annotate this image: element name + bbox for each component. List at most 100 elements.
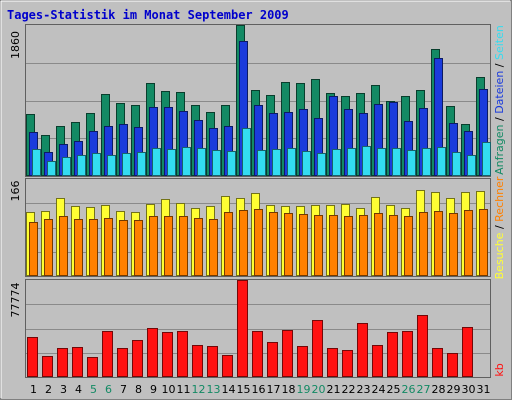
top-panel-ymax-label: 1860 [9, 31, 22, 59]
legend-top-part-3: / [493, 60, 506, 71]
day-label-13: 13 [207, 383, 221, 396]
bar-rechner-day-7 [119, 220, 128, 276]
bar-kb-day-23 [357, 323, 368, 377]
day-label-16: 16 [252, 383, 266, 396]
bar-kb-day-6 [102, 331, 113, 377]
bar-seiten-day-26 [407, 150, 416, 176]
bar-seiten-day-1 [32, 149, 41, 176]
legend-top-part-0: Anfragen [493, 124, 506, 174]
bar-kb-day-19 [297, 346, 308, 377]
bar-kb-day-22 [342, 350, 353, 377]
bar-rechner-day-30 [464, 210, 473, 276]
bar-seiten-day-10 [167, 149, 176, 176]
bar-rechner-day-27 [419, 212, 428, 276]
legend-bot-part-0: kb [493, 363, 506, 376]
bar-rechner-day-19 [299, 214, 308, 276]
day-label-19: 19 [297, 383, 311, 396]
bar-seiten-day-4 [77, 155, 86, 176]
bar-seiten-day-31 [482, 142, 491, 176]
bar-kb-day-30 [462, 327, 473, 377]
bar-rechner-day-10 [164, 216, 173, 276]
bar-rechner-day-5 [89, 219, 98, 276]
bar-kb-day-16 [252, 331, 263, 377]
legend-mid-part-2: Rechner [493, 176, 506, 222]
bar-kb-day-24 [372, 345, 383, 377]
bar-rechner-day-3 [59, 216, 68, 276]
bar-rechner-day-13 [209, 219, 218, 276]
bottom-panel-legend: kb [493, 363, 506, 376]
day-label-8: 8 [135, 383, 142, 396]
bar-rechner-day-22 [344, 216, 353, 276]
top-panel-frame [25, 24, 491, 177]
bar-seiten-day-18 [287, 148, 296, 176]
day-label-22: 22 [342, 383, 356, 396]
bar-rechner-day-29 [449, 213, 458, 276]
bar-rechner-day-14 [224, 212, 233, 276]
bars [26, 25, 491, 377]
bar-kb-day-18 [282, 330, 293, 377]
bar-kb-day-12 [192, 345, 203, 377]
bar-kb-day-26 [402, 331, 413, 377]
day-label-27: 27 [417, 383, 431, 396]
day-label-23: 23 [357, 383, 371, 396]
day-label-17: 17 [267, 383, 281, 396]
day-label-1: 1 [30, 383, 37, 396]
legend-top-part-4: Seiten [493, 25, 506, 60]
bar-seiten-day-2 [47, 161, 56, 176]
bar-seiten-day-8 [137, 152, 146, 176]
bar-rechner-day-21 [329, 215, 338, 276]
day-label-9: 9 [150, 383, 157, 396]
bar-seiten-day-6 [107, 155, 116, 176]
bar-rechner-day-18 [284, 213, 293, 276]
bar-kb-day-20 [312, 320, 323, 377]
middle-panel-frame [25, 178, 491, 277]
bar-rechner-day-6 [104, 218, 113, 276]
bar-seiten-day-19 [302, 151, 311, 176]
middle-panel-ymax-label: 166 [9, 181, 22, 202]
bar-rechner-day-16 [254, 209, 263, 276]
bar-kb-day-4 [72, 347, 83, 377]
bar-rechner-day-2 [44, 219, 53, 276]
bar-seiten-day-11 [182, 147, 191, 176]
day-label-11: 11 [177, 383, 191, 396]
bar-rechner-day-31 [479, 209, 488, 276]
bar-kb-day-14 [222, 355, 233, 377]
bar-rechner-day-23 [359, 215, 368, 276]
bar-rechner-day-24 [374, 213, 383, 276]
bar-seiten-day-16 [257, 150, 266, 176]
day-label-5: 5 [90, 383, 97, 396]
bar-seiten-day-30 [467, 155, 476, 176]
day-label-2: 2 [45, 383, 52, 396]
bar-kb-day-7 [117, 348, 128, 377]
bar-rechner-day-11 [179, 216, 188, 276]
bar-seiten-day-25 [392, 148, 401, 176]
legend-mid-part-1: / [493, 222, 506, 233]
day-label-14: 14 [222, 383, 236, 396]
bar-rechner-day-28 [434, 211, 443, 276]
legend-top-part-2: Dateien [493, 71, 506, 114]
day-label-3: 3 [60, 383, 67, 396]
bar-kb-day-15 [237, 280, 248, 377]
bar-kb-day-2 [42, 356, 53, 377]
day-label-4: 4 [75, 383, 82, 396]
day-label-6: 6 [105, 383, 112, 396]
bar-kb-day-17 [267, 342, 278, 377]
bar-rechner-day-8 [134, 220, 143, 276]
bar-seiten-day-24 [377, 148, 386, 176]
bar-kb-day-27 [417, 315, 428, 377]
bar-kb-day-3 [57, 348, 68, 377]
bar-seiten-day-9 [152, 148, 161, 176]
day-label-18: 18 [282, 383, 296, 396]
chart-title: Tages-Statistik im Monat September 2009 [7, 8, 289, 22]
bar-kb-day-11 [177, 331, 188, 377]
bar-kb-day-5 [87, 357, 98, 377]
bar-seiten-day-7 [122, 153, 131, 176]
bottom-panel-frame [25, 279, 491, 378]
day-label-28: 28 [432, 383, 446, 396]
bar-kb-day-13 [207, 346, 218, 377]
day-label-29: 29 [447, 383, 461, 396]
bar-rechner-day-17 [269, 212, 278, 276]
bar-seiten-day-13 [212, 150, 221, 176]
bar-seiten-day-12 [197, 148, 206, 176]
